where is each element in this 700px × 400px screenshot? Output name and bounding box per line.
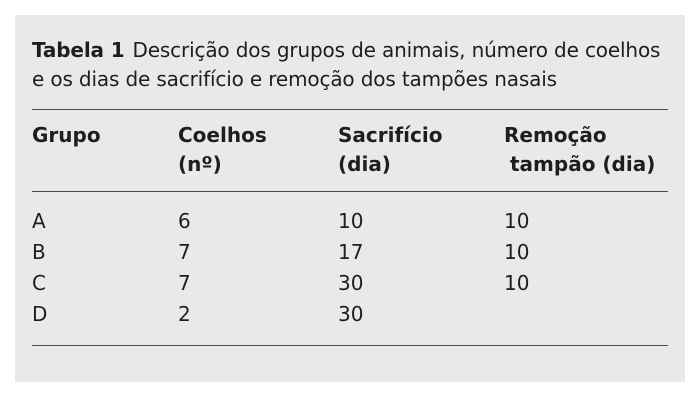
header-coelhos: Coelhos (nº) [178, 123, 267, 176]
cell-coelhos: 7 [178, 240, 191, 264]
cell-grupo: A [32, 209, 46, 233]
header-grupo: Grupo [32, 123, 101, 147]
cell-grupo: B [32, 240, 46, 264]
header-row: Grupo Coelhos (nº) Sacrifício (dia) Remo… [32, 110, 668, 179]
bottom-rule [32, 345, 668, 346]
cell-remocao: 10 [504, 240, 530, 264]
cell-coelhos: 7 [178, 271, 191, 295]
cell-remocao: 10 [504, 271, 530, 295]
top-rule [32, 109, 668, 110]
cell-grupo: C [32, 271, 46, 295]
data-table-body: A 6 10 10 B 7 17 10 C 7 30 10 D 2 30 [32, 192, 668, 330]
cell-sacrificio: 10 [338, 209, 364, 233]
cell-sacrificio: 30 [338, 271, 364, 295]
cell-sacrificio: 17 [338, 240, 364, 264]
header-remocao: Remoção tampão (dia) [504, 123, 656, 176]
cell-grupo: D [32, 302, 48, 326]
table-caption-text: Descrição dos grupos de animais, número … [32, 38, 661, 91]
header-rule [32, 191, 668, 192]
table-panel: Tabela 1 Descrição dos grupos de animais,… [15, 15, 685, 382]
table-caption: Tabela 1 Descrição dos grupos de animais,… [32, 36, 668, 94]
table-row: B 7 17 10 [32, 237, 668, 268]
cell-remocao: 10 [504, 209, 530, 233]
header-sacrificio: Sacrifício (dia) [338, 123, 443, 176]
table-row: D 2 30 [32, 299, 668, 330]
table-caption-label: Tabela 1 [32, 38, 125, 62]
data-table: Grupo Coelhos (nº) Sacrifício (dia) Remo… [32, 110, 668, 179]
table-row: A 6 10 10 [32, 192, 668, 237]
cell-remocao [504, 299, 668, 330]
table-row: C 7 30 10 [32, 268, 668, 299]
cell-coelhos: 6 [178, 209, 191, 233]
cell-coelhos: 2 [178, 302, 191, 326]
cell-sacrificio: 30 [338, 302, 364, 326]
